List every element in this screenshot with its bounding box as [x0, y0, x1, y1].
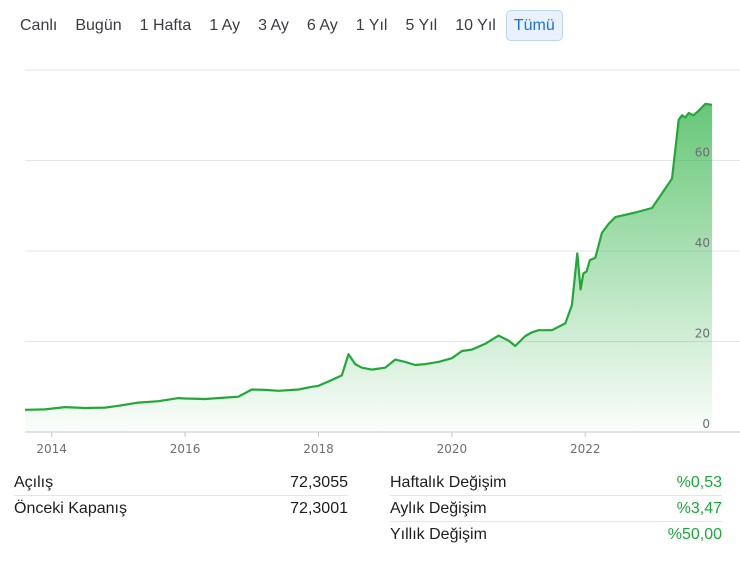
stats-left: Açılış 72,3055 Önceki Kapanış 72,3001 [14, 470, 348, 521]
x-tick-label: 2014 [36, 442, 67, 456]
stat-value: %50,00 [667, 526, 722, 543]
tab-1[interactable]: Bugün [75, 17, 122, 34]
tab-7[interactable]: 5 Yıl [405, 17, 438, 34]
tab-0[interactable]: Canlı [20, 17, 58, 34]
x-tick-label: 2020 [437, 442, 468, 456]
tab-8[interactable]: 10 Yıl [455, 17, 496, 34]
tab-9[interactable]: Tümü [505, 10, 563, 41]
stat-label: Haftalık Değişim [390, 474, 507, 491]
tab-4[interactable]: 3 Ay [258, 17, 289, 34]
x-tick-label: 2018 [303, 442, 334, 456]
stat-row: Aylık Değişim %3,47 [390, 496, 722, 522]
x-tick-label: 2022 [570, 442, 601, 456]
stats-right: Haftalık Değişim %0,53 Aylık Değişim %3,47 Y… [390, 470, 722, 547]
tab-5[interactable]: 6 Ay [306, 17, 338, 34]
stat-row: Haftalık Değişim %0,53 [390, 470, 722, 496]
stat-value: 72,3001 [290, 500, 348, 517]
stat-value: %3,47 [676, 500, 722, 517]
stat-row: Yıllık Değişim %50,00 [390, 522, 722, 547]
stat-row: Açılış 72,3055 [14, 470, 348, 496]
y-tick-label: 0 [702, 417, 710, 431]
chart-area-fill [25, 103, 712, 433]
tab-6[interactable]: 1 Yıl [355, 17, 388, 34]
tab-3[interactable]: 1 Ay [209, 17, 241, 34]
tab-2[interactable]: 1 Hafta [139, 17, 192, 34]
time-range-tabs: Canlı Bugün 1 Hafta 1 Ay 3 Ay 6 Ay 1 Yıl 5 Yıl 1… [12, 10, 565, 41]
stat-value: 72,3055 [290, 474, 348, 491]
stat-label: Önceki Kapanış [14, 500, 127, 517]
stat-row: Önceki Kapanış 72,3001 [14, 496, 348, 521]
stat-label: Aylık Değişim [390, 500, 487, 517]
x-tick-label: 2016 [170, 442, 201, 456]
stat-value: %0,53 [676, 474, 722, 491]
stat-label: Açılış [14, 474, 54, 491]
y-tick-label: 40 [695, 236, 710, 250]
chart-price-line [24, 102, 713, 411]
price-chart: 0 20 40 60 2014 2016 2018 2020 2022 [24, 69, 740, 456]
y-tick-label: 60 [695, 146, 710, 160]
stat-label: Yıllık Değişim [390, 526, 487, 543]
y-tick-label: 20 [695, 327, 710, 341]
